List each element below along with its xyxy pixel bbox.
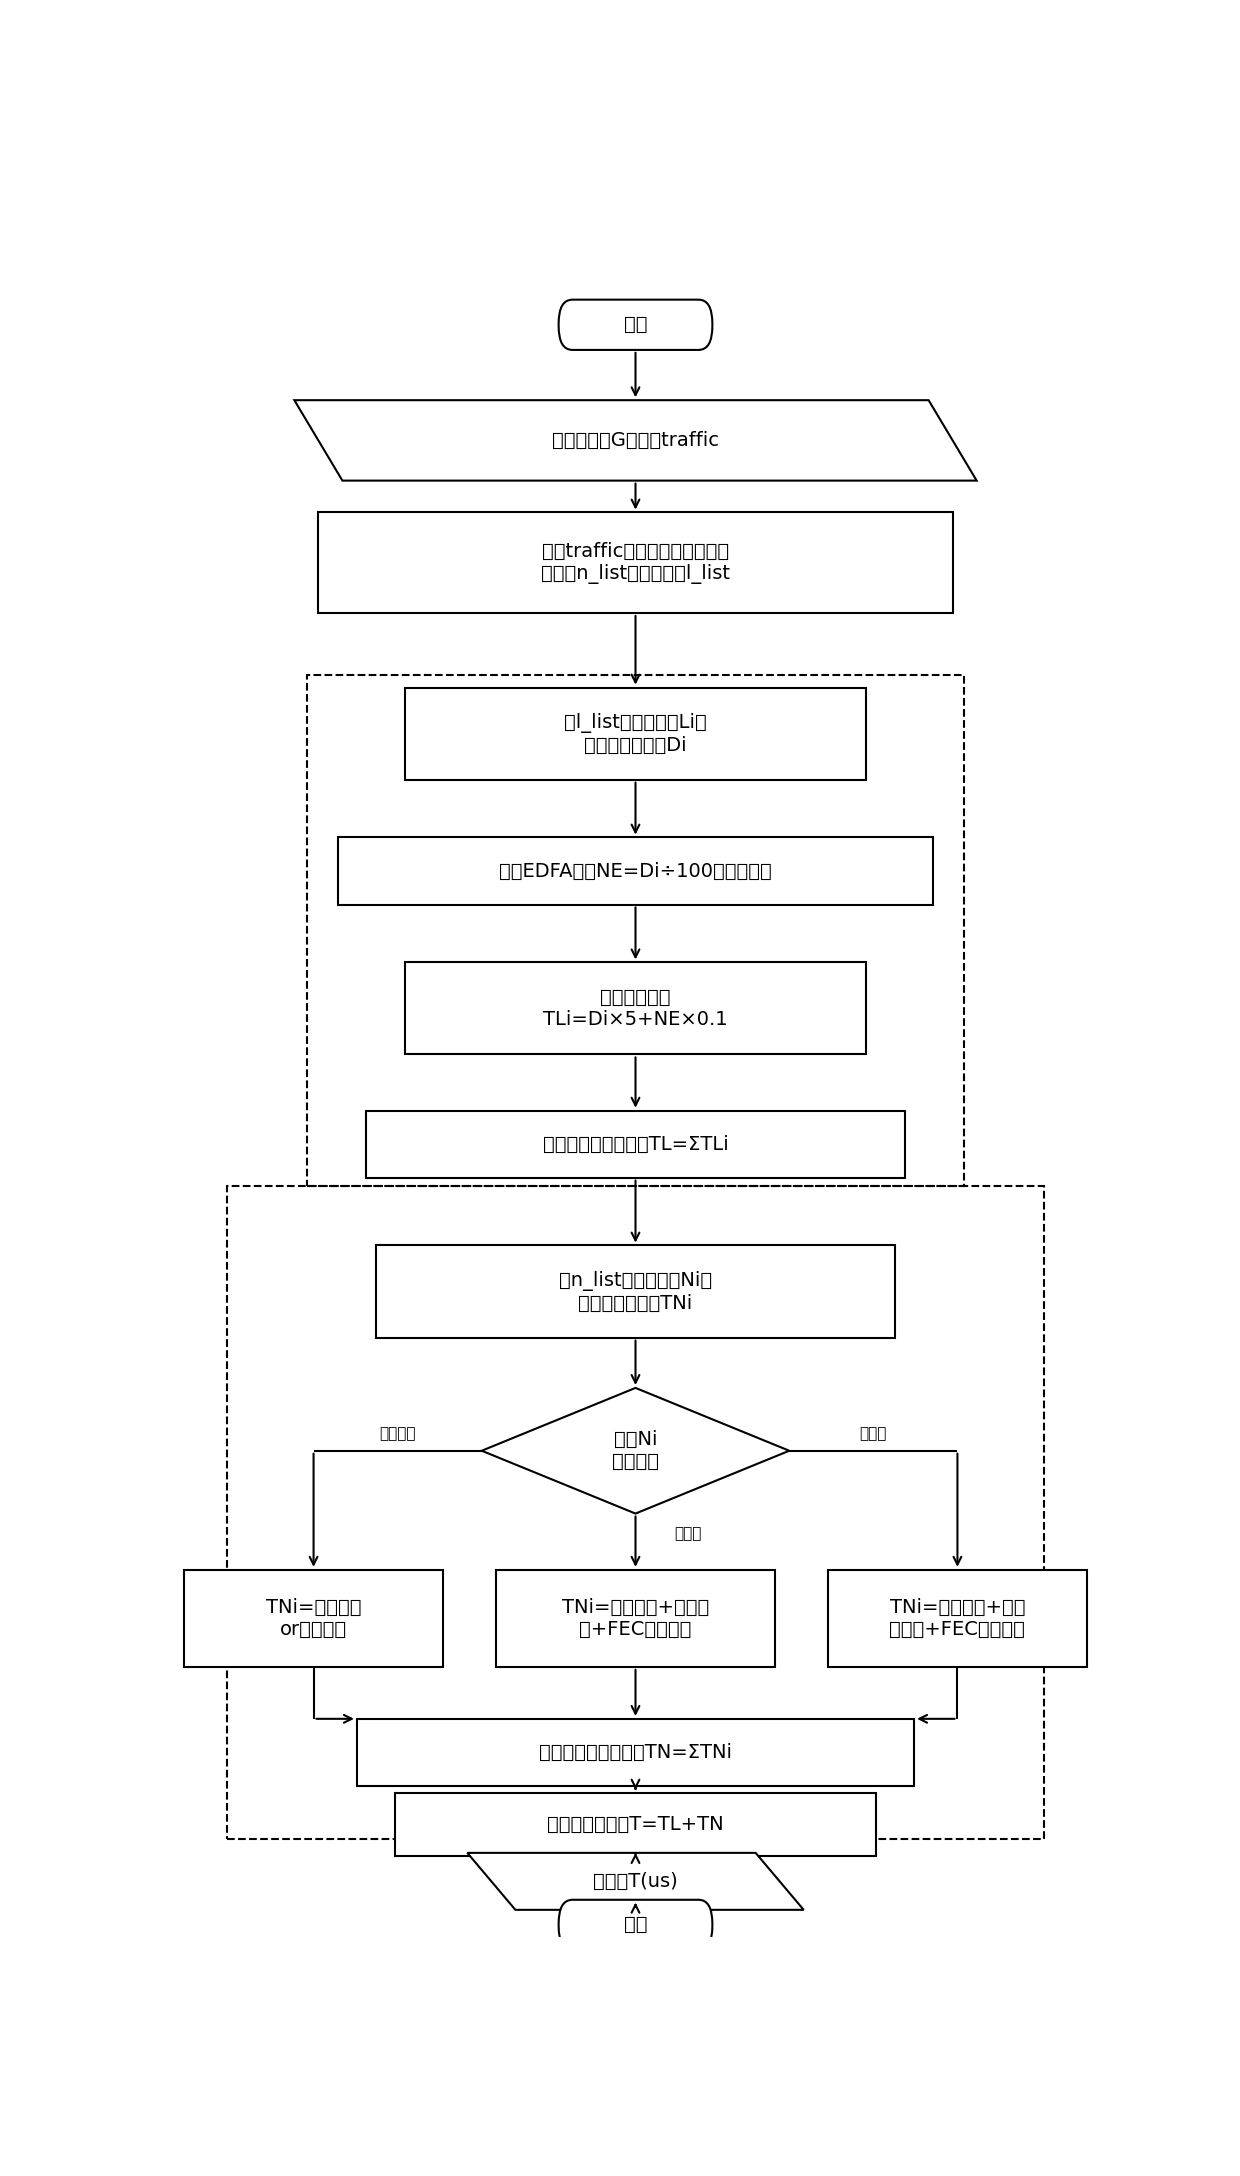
- Text: 对n_list中每个节点Ni，
计算该节点时延TNi: 对n_list中每个节点Ni， 计算该节点时延TNi: [559, 1271, 712, 1312]
- Text: TNi=交换时延+封装时
延+FEC编码时延: TNi=交换时延+封装时 延+FEC编码时延: [562, 1597, 709, 1639]
- Polygon shape: [294, 400, 977, 481]
- Text: 开始: 开始: [624, 316, 647, 335]
- Polygon shape: [467, 1854, 804, 1911]
- Text: 输入拓扑图G、业务traffic: 输入拓扑图G、业务traffic: [552, 431, 719, 450]
- Text: TNi=穿通时延
or交换时延: TNi=穿通时延 or交换时延: [265, 1597, 361, 1639]
- Bar: [367, 1110, 905, 1177]
- Bar: [319, 514, 952, 614]
- Bar: [337, 838, 934, 905]
- Bar: [306, 675, 965, 1186]
- Bar: [496, 1569, 775, 1667]
- FancyBboxPatch shape: [558, 1900, 712, 1950]
- Text: 该条业务总时延T=TL+TN: 该条业务总时延T=TL+TN: [547, 1815, 724, 1834]
- Text: 该条业务节点总时延TN=ΣTNi: 该条业务节点总时延TN=ΣTNi: [539, 1743, 732, 1763]
- Bar: [184, 1569, 444, 1667]
- Bar: [227, 1186, 1044, 1839]
- Bar: [404, 688, 866, 779]
- Text: 结束: 结束: [624, 1915, 647, 1934]
- Bar: [404, 962, 866, 1055]
- Text: 该条链路时延
TLi=Di×5+NE×0.1: 该条链路时延 TLi=Di×5+NE×0.1: [543, 988, 728, 1029]
- Bar: [396, 1793, 875, 1856]
- Text: TNi=交换时延+解封
装时延+FEC解码时延: TNi=交换时延+解封 装时延+FEC解码时延: [889, 1597, 1025, 1639]
- Bar: [357, 1719, 914, 1786]
- FancyBboxPatch shape: [558, 300, 712, 350]
- Text: 判断Ni
所处位置: 判断Ni 所处位置: [613, 1430, 658, 1471]
- Text: 宿节点: 宿节点: [859, 1425, 887, 1441]
- Text: 中间节点: 中间节点: [379, 1425, 415, 1441]
- Bar: [828, 1569, 1087, 1667]
- Polygon shape: [481, 1388, 789, 1514]
- Text: 根据traffic获取路由路径所经节
点列表n_list、链路列表l_list: 根据traffic获取路由路径所经节 点列表n_list、链路列表l_list: [541, 542, 730, 583]
- Text: 所需EDFA数量NE=Di÷100，向下取整: 所需EDFA数量NE=Di÷100，向下取整: [500, 862, 771, 881]
- Text: 源节点: 源节点: [675, 1525, 702, 1541]
- Text: 该条业务链路总时延TL=ΣTLi: 该条业务链路总时延TL=ΣTLi: [543, 1134, 728, 1153]
- Bar: [376, 1245, 895, 1338]
- Text: 对l_list中每条链路Li，
得到其链路长度Di: 对l_list中每条链路Li， 得到其链路长度Di: [564, 712, 707, 755]
- Text: 输出：T(us): 输出：T(us): [593, 1871, 678, 1891]
